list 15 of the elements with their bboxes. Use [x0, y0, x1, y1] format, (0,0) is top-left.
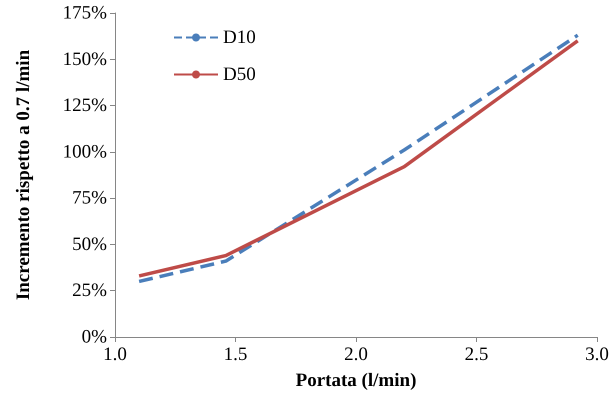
y-tick-label: 150%	[62, 48, 108, 70]
x-tick-label: 3.0	[585, 344, 609, 365]
legend-label: D50	[223, 64, 256, 85]
x-tick-label: 1.5	[224, 344, 248, 365]
legend-label: D10	[223, 27, 256, 48]
y-axis-title: Incremento rispetto a 0.7 l/min	[13, 49, 34, 300]
y-tick-label: 100%	[62, 141, 108, 162]
y-tick-label: 125%	[62, 95, 108, 116]
y-tick-label: 75%	[72, 188, 108, 209]
y-tick-label: 175%	[62, 2, 108, 24]
x-tick-label: 2.5	[464, 344, 488, 365]
y-tick-label: 50%	[72, 234, 108, 255]
x-tick-label: 2.0	[344, 344, 368, 365]
y-tick-label: 25%	[72, 280, 108, 302]
x-axis-title: Portata (l/min)	[296, 370, 416, 391]
